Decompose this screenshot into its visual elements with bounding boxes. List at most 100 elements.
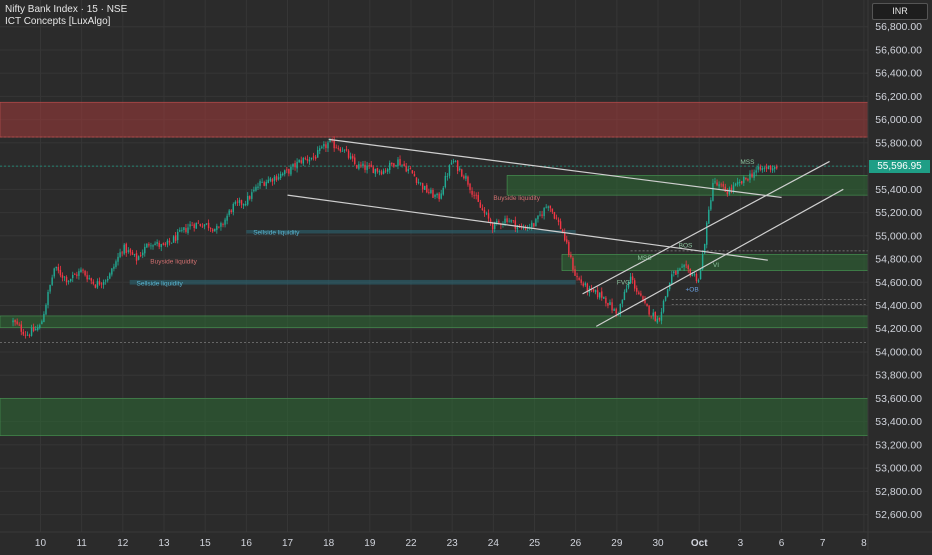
candle-body: [706, 222, 708, 245]
candle-body: [251, 192, 253, 199]
candle-body: [753, 172, 755, 178]
indicator-label[interactable]: ICT Concepts [LuxAlgo]: [5, 16, 111, 27]
candle-body: [249, 196, 251, 199]
candle-body: [605, 297, 607, 304]
candle-body: [611, 302, 613, 311]
candle-body: [125, 243, 127, 253]
candle-body: [176, 231, 179, 241]
candle-body: [242, 203, 245, 206]
candle-body: [80, 269, 82, 272]
candle-body: [384, 170, 387, 172]
candle-body: [555, 217, 558, 219]
candle-body: [403, 163, 405, 167]
candle-body: [296, 161, 298, 169]
x-tick-label: 15: [200, 538, 212, 549]
candle-body: [298, 159, 300, 163]
candle-body: [214, 228, 216, 232]
candle-body: [323, 143, 325, 147]
candle-body: [14, 320, 16, 323]
candle-body: [648, 305, 650, 315]
candle-body: [220, 223, 222, 227]
candle-body: [424, 185, 426, 190]
candle-body: [137, 256, 140, 260]
candle-body: [32, 326, 35, 331]
candle-body: [279, 173, 282, 178]
candle-body: [658, 317, 661, 320]
candle-body: [310, 157, 313, 160]
plot-area: Sellside liquidity Sellside liquidity Buys…: [0, 0, 868, 532]
y-tick-label: 52,800.00: [875, 486, 922, 498]
currency-button[interactable]: INR: [872, 3, 928, 20]
candle-body: [28, 335, 31, 337]
x-tick-label: 3: [738, 538, 744, 549]
candle-body: [461, 169, 463, 177]
candle-body: [607, 302, 609, 306]
candle-body: [30, 327, 33, 336]
candle-body: [506, 218, 508, 222]
candle-body: [144, 246, 146, 254]
candle-body: [430, 189, 432, 193]
candle-body: [578, 278, 580, 280]
candle-body: [185, 228, 187, 232]
candle-body: [267, 179, 270, 184]
candle-body: [117, 256, 119, 262]
chart-annotation: +OB: [685, 287, 698, 294]
candle-body: [745, 177, 747, 180]
candle-body: [401, 164, 403, 166]
candle-body: [714, 181, 716, 183]
candle-body: [67, 281, 70, 282]
candle-body: [18, 324, 20, 326]
candle-body: [364, 164, 366, 170]
candle-body: [475, 194, 477, 196]
chart-annotation: MSS: [637, 255, 652, 262]
x-tick-label: 7: [820, 538, 826, 549]
y-tick-label: 56,000.00: [875, 114, 922, 126]
x-tick-label: 17: [282, 538, 294, 549]
candle-body: [109, 273, 111, 279]
candle-body: [20, 324, 22, 332]
candle-body: [730, 187, 733, 191]
candle-body: [333, 140, 335, 149]
candle-body: [504, 218, 506, 224]
candle-body: [345, 149, 348, 151]
candle-body: [537, 215, 539, 220]
chart-annotation: Buyside liquidity: [150, 259, 197, 266]
candle-body: [411, 170, 414, 174]
symbol-title: Nifty Bank Index · 15 · NSE: [5, 4, 128, 15]
candle-body: [218, 226, 220, 228]
candle-body: [57, 266, 60, 271]
candle-body: [374, 168, 377, 174]
candle-body: [382, 170, 385, 174]
x-tick-label: 8: [861, 538, 867, 549]
candle-body: [349, 156, 352, 159]
candle-body: [456, 160, 459, 172]
candle-body: [496, 220, 498, 223]
candle-body: [697, 280, 700, 282]
candle-body: [61, 275, 64, 278]
candle-body: [84, 270, 86, 276]
chart-annotation: Buyside liquidity: [493, 195, 540, 202]
x-tick-label: 19: [364, 538, 376, 549]
candle-body: [568, 241, 570, 255]
candle-body: [629, 276, 632, 284]
candle-body: [683, 265, 685, 267]
candle-body: [732, 185, 735, 191]
candle-body: [94, 284, 97, 288]
candle-body: [170, 242, 173, 244]
candle-body: [619, 304, 622, 315]
candle-body: [37, 327, 39, 330]
chart-annotation: Sellside liquidity: [253, 230, 300, 237]
candle-body: [263, 182, 265, 186]
y-tick-label: 53,800.00: [875, 370, 922, 382]
candle-body: [51, 277, 53, 285]
candle-body: [362, 163, 364, 167]
candle-body: [154, 243, 156, 245]
x-tick-label: Oct: [691, 538, 708, 549]
candle-body: [615, 308, 617, 314]
candle-body: [467, 176, 469, 185]
y-tick-label: 54,000.00: [875, 346, 922, 358]
time-axis: 10 11 12 13 15 16 17 18 19 22 23 24 25 26 29 30 Oct 3 6 7 8: [0, 531, 932, 549]
candle-body: [259, 181, 261, 186]
